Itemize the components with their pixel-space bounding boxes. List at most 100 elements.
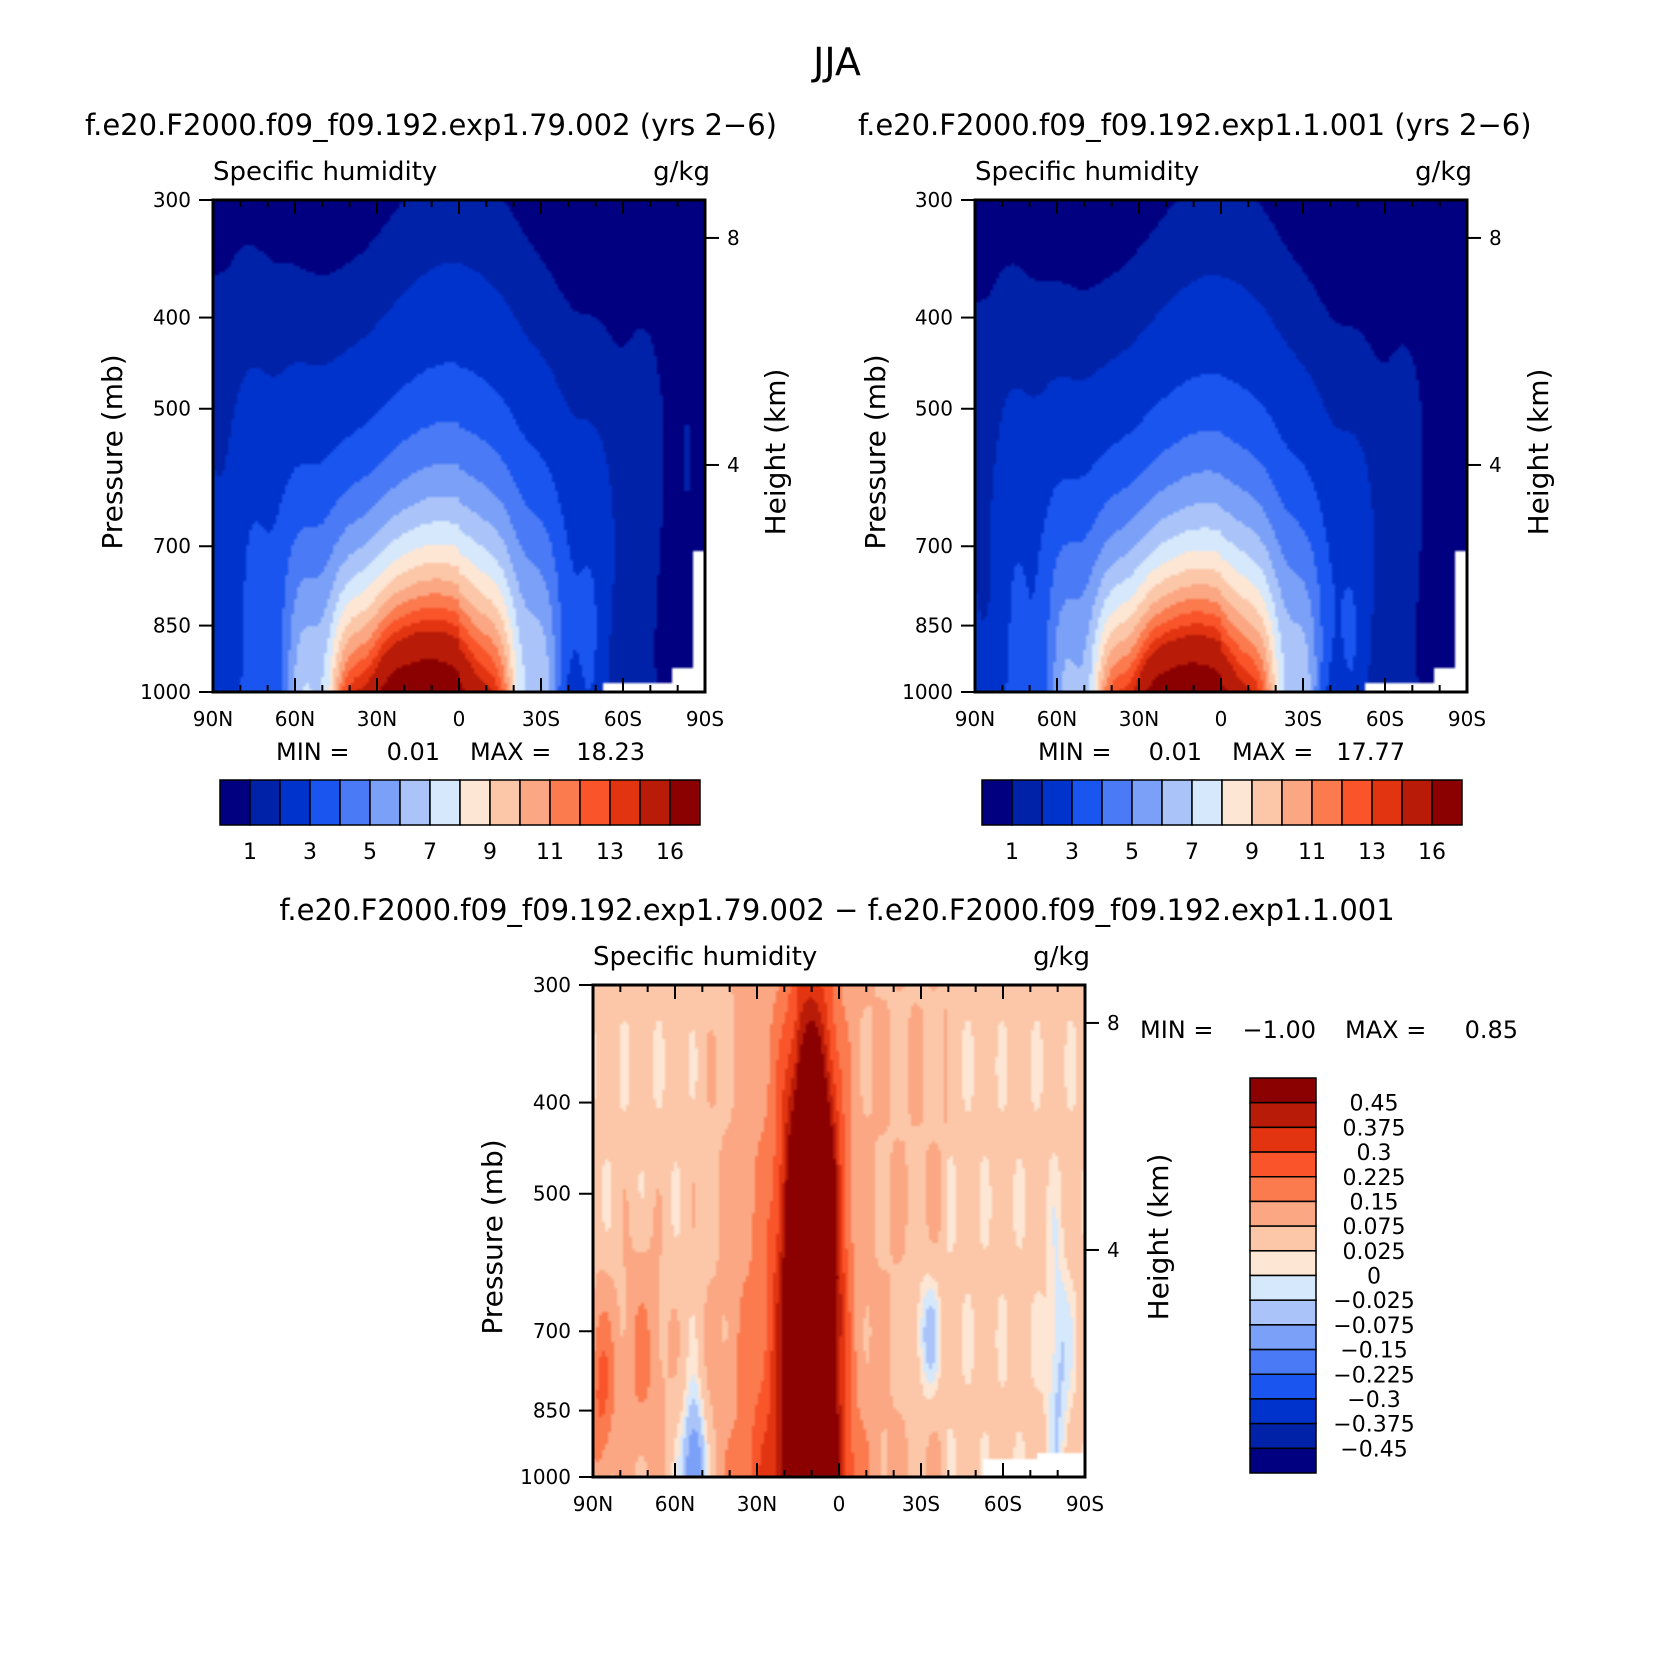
x-tick-label: 60S [984, 1492, 1022, 1516]
colorbar-box [1249, 1077, 1317, 1104]
panel3-case-title: f.e20.F2000.f09_f09.192.exp1.79.002 − f.… [279, 893, 1394, 927]
colorbar-label: 16 [656, 840, 684, 865]
panel3-ylabel: Pressure (mb) [476, 1139, 509, 1334]
y-tick-label: 1000 [520, 1465, 571, 1489]
y-tick-label: 500 [915, 397, 953, 421]
colorbar-label: 7 [1185, 840, 1199, 865]
colorbar-box [429, 779, 461, 826]
y-right-tick-label: 8 [1489, 226, 1502, 250]
colorbar-label: −0.025 [1333, 1289, 1414, 1314]
colorbar-box [1249, 1176, 1317, 1203]
x-tick-label: 0 [1215, 707, 1228, 731]
colorbar-box [1249, 1225, 1317, 1252]
colorbar-label: −0.15 [1340, 1339, 1407, 1364]
panel3-colorbar: 0.450.3750.30.2250.150.0750.0250−0.025−0… [1249, 1077, 1415, 1474]
panel3-ylabel-right: Height (km) [1142, 1154, 1175, 1321]
colorbar-box [309, 779, 341, 826]
y-tick-label: 700 [153, 534, 191, 558]
panel2-ylabel: Pressure (mb) [859, 354, 892, 549]
colorbar-box [1249, 1348, 1317, 1375]
panel2-colorbar: 1 3 5 7 9 11 13 16 [981, 779, 1463, 865]
x-tick-label: 90S [1448, 707, 1486, 731]
colorbar-box [1341, 779, 1373, 826]
panel2-ylabel-right: Height (km) [1522, 369, 1555, 536]
colorbar-box [579, 779, 611, 826]
colorbar-box [219, 779, 251, 826]
y-tick-label: 300 [153, 188, 191, 212]
colorbar-box [1249, 1200, 1317, 1227]
colorbar-box [1401, 779, 1433, 826]
colorbar-label: 5 [1125, 840, 1139, 865]
colorbar-box [249, 779, 281, 826]
colorbar-label: 0.45 [1350, 1092, 1399, 1117]
panel1-max-value: 18.23 [576, 738, 645, 766]
panel2-max-label: MAX = [1232, 738, 1313, 766]
panel1-ylabel-right: Height (km) [759, 369, 792, 536]
x-tick-label: 90N [573, 1492, 613, 1516]
panel3-variable-label: Specific humidity [593, 942, 817, 972]
y-tick-label: 300 [533, 973, 571, 997]
x-tick-label: 30S [1284, 707, 1322, 731]
colorbar-label: 0.375 [1343, 1116, 1406, 1141]
colorbar-box [1311, 779, 1343, 826]
y-tick-label: 850 [915, 614, 953, 638]
colorbar-box [459, 779, 491, 826]
x-tick-label: 60N [655, 1492, 695, 1516]
panel2-units-label: g/kg [1415, 157, 1472, 187]
x-tick-label: 30S [522, 707, 560, 731]
colorbar-box [1431, 779, 1463, 826]
y-tick-label: 850 [533, 1399, 571, 1423]
panel2-min-label: MIN = [1038, 738, 1111, 766]
colorbar-box [399, 779, 431, 826]
colorbar-label: 0.025 [1343, 1240, 1406, 1265]
colorbar-label: 13 [1358, 840, 1386, 865]
colorbar-label: −0.45 [1340, 1437, 1407, 1462]
panel3-max-value: 0.85 [1465, 1016, 1518, 1044]
panel1-max-label: MAX = [470, 738, 551, 766]
panel2-variable-label: Specific humidity [975, 157, 1199, 187]
colorbar-label: 9 [483, 840, 497, 865]
x-tick-label: 0 [833, 1492, 846, 1516]
panel2-max-value: 17.77 [1336, 738, 1405, 766]
colorbar-box [981, 779, 1013, 826]
y-right-tick-label: 4 [1107, 1238, 1120, 1262]
panel2-min-value: 0.01 [1149, 738, 1202, 766]
colorbar-box [369, 779, 401, 826]
y-right-tick-label: 4 [1489, 453, 1502, 477]
panel3-max-label: MAX = [1345, 1016, 1426, 1044]
x-tick-label: 30N [737, 1492, 777, 1516]
panel2-case-title: f.e20.F2000.f09_f09.192.exp1.1.001 (yrs … [858, 108, 1532, 142]
colorbar-box [1249, 1299, 1317, 1326]
x-tick-label: 30N [357, 707, 397, 731]
x-tick-label: 30S [902, 1492, 940, 1516]
y-tick-label: 500 [533, 1182, 571, 1206]
y-tick-label: 400 [533, 1091, 571, 1115]
colorbar-box [1249, 1151, 1317, 1178]
colorbar-box [1249, 1126, 1317, 1153]
y-tick-label: 300 [915, 188, 953, 212]
colorbar-box [1249, 1447, 1317, 1474]
colorbar-label: 1 [1005, 840, 1019, 865]
x-tick-label: 90S [686, 707, 724, 731]
panel3-min-label: MIN = [1140, 1016, 1213, 1044]
panel3-min-value: −1.00 [1242, 1016, 1316, 1044]
colorbar-box [1249, 1373, 1317, 1400]
y-right-tick-label: 4 [727, 453, 740, 477]
colorbar-box [339, 779, 371, 826]
contour-field [593, 985, 1085, 1477]
panel1-case-title: f.e20.F2000.f09_f09.192.exp1.79.002 (yrs… [85, 108, 777, 142]
panel1-ylabel: Pressure (mb) [96, 354, 129, 549]
panel1-variable-label: Specific humidity [213, 157, 437, 187]
colorbar-label: 0 [1367, 1265, 1381, 1290]
colorbar-label: 3 [303, 840, 317, 865]
x-tick-label: 90S [1066, 1492, 1104, 1516]
x-tick-label: 60S [604, 707, 642, 731]
y-tick-label: 850 [153, 614, 191, 638]
contour-field [975, 200, 1467, 692]
panel1-chart: Specific humidity g/kg Pressure (mb) Hei… [96, 157, 792, 766]
y-tick-label: 700 [915, 534, 953, 558]
panel2-chart: Specific humidity g/kg Pressure (mb) Hei… [859, 157, 1555, 766]
y-tick-label: 1000 [140, 680, 191, 704]
panel1-min-value: 0.01 [387, 738, 440, 766]
colorbar-box [1281, 779, 1313, 826]
